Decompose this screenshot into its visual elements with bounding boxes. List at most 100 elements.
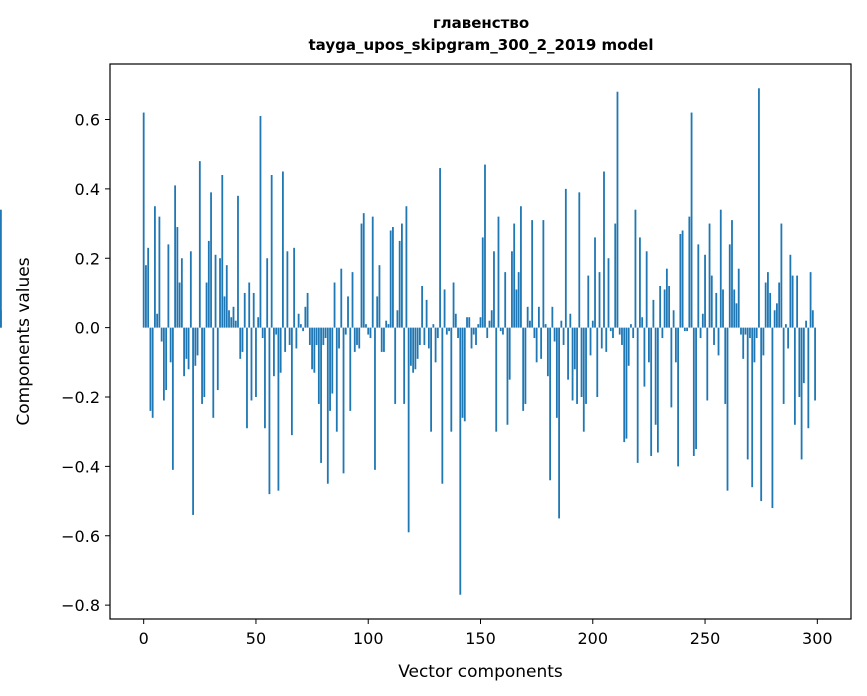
bar	[706, 327, 709, 401]
bar	[266, 258, 269, 328]
bar	[762, 327, 765, 356]
bar	[726, 327, 729, 491]
bar	[674, 327, 677, 363]
bar	[643, 327, 646, 387]
bar	[481, 237, 484, 328]
bar	[589, 327, 592, 356]
bar	[630, 324, 632, 328]
bar	[183, 327, 185, 377]
x-axis-ticks: 0 50 100 150 200 250 300	[139, 619, 833, 648]
bar	[360, 223, 363, 328]
bar	[185, 327, 188, 359]
bar	[645, 251, 648, 328]
bar	[418, 327, 421, 345]
bar	[145, 265, 147, 328]
bar	[463, 327, 466, 422]
bar	[814, 327, 816, 401]
bar	[493, 251, 495, 328]
bar	[432, 324, 435, 328]
bar	[436, 327, 439, 339]
bar	[591, 320, 594, 328]
bar	[776, 303, 778, 328]
bar	[371, 216, 374, 328]
bar	[787, 327, 790, 349]
bar	[374, 327, 376, 470]
bar	[162, 327, 165, 401]
y-tick-label: 0.4	[75, 180, 100, 199]
bar	[665, 268, 668, 328]
bar	[634, 209, 637, 328]
bar	[614, 223, 617, 328]
bar	[652, 299, 655, 328]
bar	[466, 317, 468, 328]
bar	[582, 327, 585, 432]
bar	[279, 327, 282, 373]
bar	[284, 327, 287, 352]
bar	[529, 320, 531, 328]
bar	[356, 327, 358, 345]
bar	[618, 327, 621, 335]
bar	[607, 258, 610, 328]
bar	[632, 327, 635, 339]
bar	[544, 324, 547, 328]
bar	[697, 244, 700, 328]
bar	[313, 327, 316, 373]
bar	[497, 216, 500, 328]
bar	[616, 91, 619, 328]
bar	[708, 223, 711, 328]
bar	[216, 327, 219, 391]
bar	[349, 327, 352, 411]
bar	[749, 327, 751, 339]
bar	[585, 327, 587, 404]
bar	[430, 327, 432, 432]
bar	[656, 327, 659, 453]
chart-subtitle: tayga_upos_skipgram_300_2_2019 model	[309, 36, 654, 54]
bar	[268, 327, 271, 495]
bar	[302, 327, 305, 332]
bar	[398, 240, 401, 328]
bar	[329, 327, 331, 411]
bar	[214, 254, 217, 328]
bar	[549, 327, 552, 481]
bar	[326, 327, 329, 484]
bar	[791, 275, 794, 328]
bar	[423, 327, 426, 345]
bar	[580, 327, 583, 398]
bar	[555, 327, 558, 418]
bar	[540, 327, 543, 359]
bar	[625, 327, 628, 439]
x-tick-label: 150	[465, 629, 496, 648]
x-tick-label: 250	[690, 629, 721, 648]
bar	[596, 327, 599, 398]
bar	[502, 327, 504, 335]
bar	[715, 292, 718, 328]
bar	[562, 327, 565, 345]
bar	[569, 313, 572, 328]
bar	[142, 112, 145, 328]
bar	[234, 320, 237, 328]
bar	[443, 289, 446, 328]
bar	[542, 220, 545, 328]
bar	[376, 296, 379, 328]
bar	[623, 327, 626, 443]
bar	[699, 327, 702, 339]
bar	[713, 327, 715, 345]
bar	[672, 310, 675, 328]
bar	[576, 327, 578, 404]
bar	[425, 299, 428, 328]
bar	[396, 310, 399, 328]
bar	[174, 185, 177, 328]
bar	[448, 327, 450, 332]
bar	[784, 324, 787, 328]
bar	[461, 327, 464, 418]
y-tick-label: −0.6	[61, 527, 100, 546]
bar	[719, 209, 722, 328]
bar	[333, 282, 336, 328]
x-tick-label: 200	[577, 629, 608, 648]
bar	[499, 327, 502, 332]
bar	[315, 327, 318, 345]
bar	[353, 327, 356, 352]
bar	[445, 327, 448, 335]
bar	[322, 327, 325, 345]
bar	[367, 327, 370, 335]
